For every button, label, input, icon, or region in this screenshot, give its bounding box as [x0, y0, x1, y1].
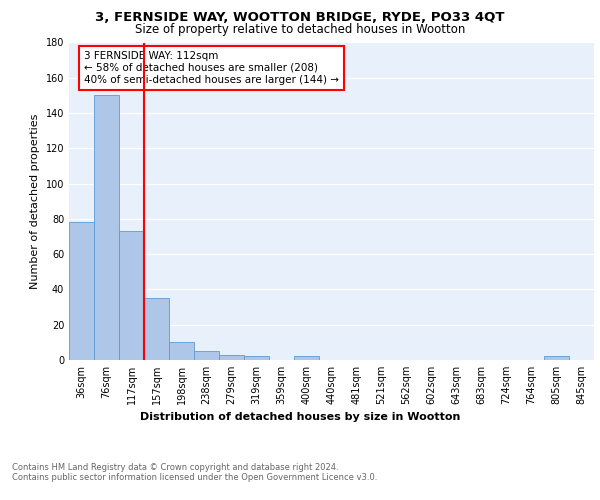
Bar [69, 222, 94, 360]
Text: Distribution of detached houses by size in Wootton: Distribution of detached houses by size … [140, 412, 460, 422]
Bar [544, 356, 569, 360]
Bar [94, 96, 119, 360]
Text: Size of property relative to detached houses in Wootton: Size of property relative to detached ho… [135, 22, 465, 36]
Bar [294, 356, 319, 360]
Text: Contains HM Land Registry data © Crown copyright and database right 2024.
Contai: Contains HM Land Registry data © Crown c… [12, 462, 377, 482]
Y-axis label: Number of detached properties: Number of detached properties [30, 114, 40, 289]
Bar [219, 354, 244, 360]
Bar [144, 298, 169, 360]
Bar [194, 351, 219, 360]
Text: 3, FERNSIDE WAY, WOOTTON BRIDGE, RYDE, PO33 4QT: 3, FERNSIDE WAY, WOOTTON BRIDGE, RYDE, P… [95, 11, 505, 24]
Bar [119, 231, 144, 360]
Text: 3 FERNSIDE WAY: 112sqm
← 58% of detached houses are smaller (208)
40% of semi-de: 3 FERNSIDE WAY: 112sqm ← 58% of detached… [84, 52, 339, 84]
Bar [244, 356, 269, 360]
Bar [169, 342, 194, 360]
